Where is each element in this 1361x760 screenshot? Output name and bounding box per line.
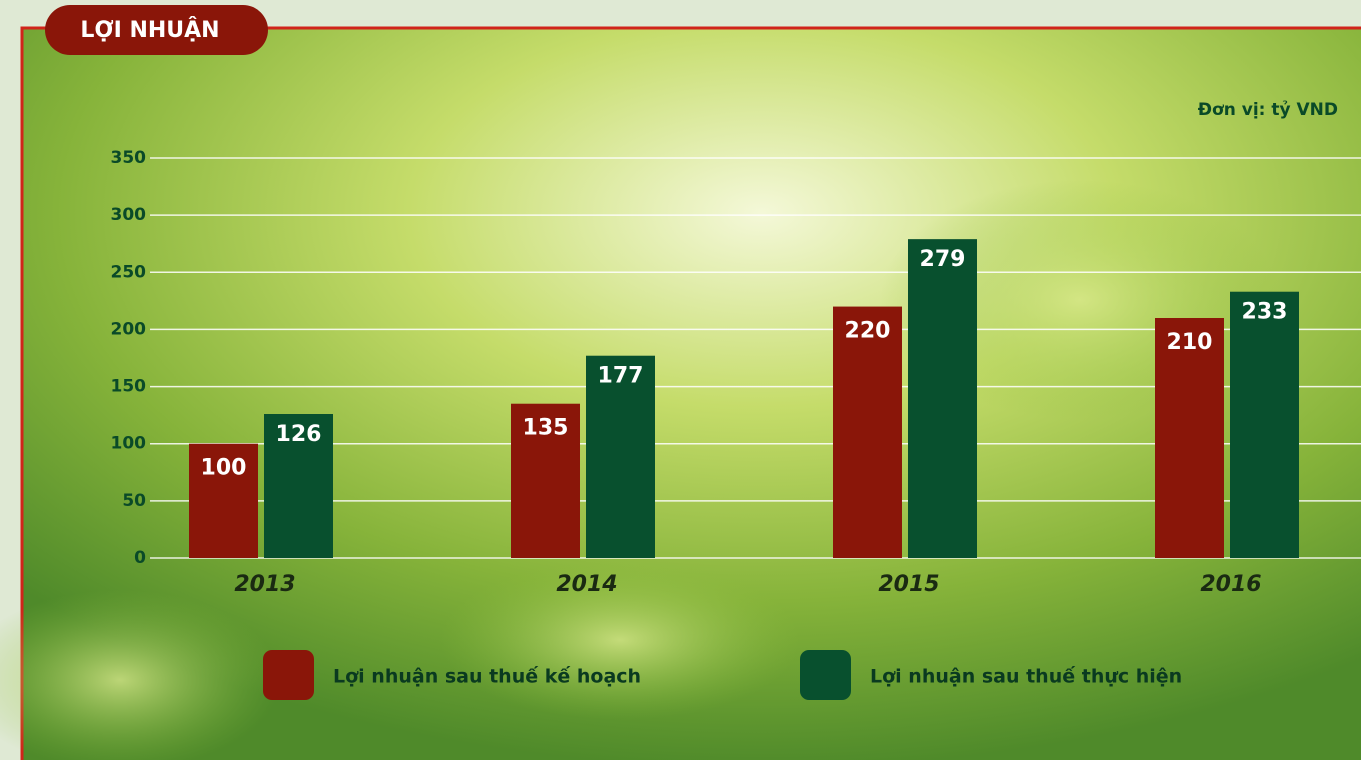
unit-label: Đơn vị: tỷ VND [1198, 100, 1338, 120]
bar [833, 306, 902, 558]
legend-label: Lợi nhuận sau thuế thực hiện [870, 665, 1182, 688]
y-tick-label: 200 [111, 319, 147, 339]
y-tick-label: 50 [122, 491, 146, 511]
leaf [440, 560, 800, 720]
value-label: 100 [201, 456, 247, 481]
bar [189, 443, 258, 558]
value-label: 210 [1167, 330, 1213, 355]
legend-swatch [800, 650, 851, 700]
x-tick-label: 2013 [234, 572, 295, 597]
bar [586, 355, 655, 558]
value-label: 135 [523, 416, 569, 441]
y-tick-label: 0 [134, 548, 146, 568]
y-tick-label: 250 [111, 262, 147, 282]
y-tick-label: 100 [111, 434, 147, 454]
legend-label: Lợi nhuận sau thuế kế hoạch [333, 665, 641, 688]
bar [511, 403, 580, 558]
title-pill [45, 5, 268, 55]
y-tick-label: 300 [111, 205, 147, 225]
value-label: 177 [598, 364, 644, 389]
x-tick-label: 2014 [556, 572, 617, 597]
value-label: 233 [1242, 300, 1288, 325]
x-tick-label: 2015 [878, 572, 939, 597]
value-label: 220 [845, 319, 891, 344]
chart-title: LỢI NHUẬN [80, 16, 219, 43]
bar [1155, 318, 1224, 558]
bar [264, 414, 333, 558]
x-tick-label: 2016 [1200, 572, 1261, 597]
leaf [0, 590, 280, 760]
value-label: 126 [276, 422, 322, 447]
legend-swatch [263, 650, 314, 700]
bar [1230, 291, 1299, 558]
y-tick-label: 350 [111, 148, 147, 168]
bar [908, 239, 977, 558]
y-tick-label: 150 [111, 377, 147, 397]
value-label: 279 [920, 247, 966, 272]
